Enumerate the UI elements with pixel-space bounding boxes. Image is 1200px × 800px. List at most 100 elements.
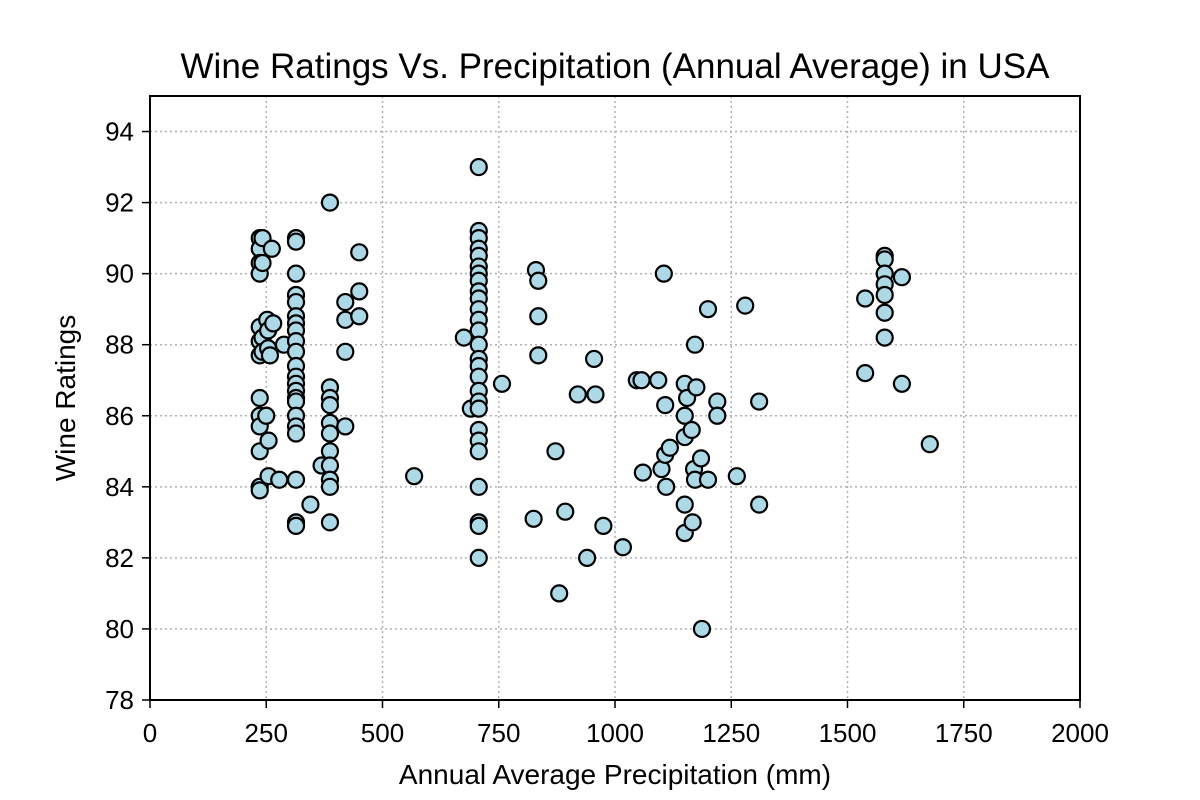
- data-points: [250, 157, 939, 639]
- data-point: [469, 548, 488, 567]
- data-point: [469, 399, 488, 418]
- data-point: [320, 424, 340, 443]
- data-point: [259, 431, 278, 450]
- data-point: [250, 388, 269, 408]
- y-tick-label: 86: [105, 401, 134, 431]
- data-point: [405, 467, 424, 486]
- data-point: [594, 516, 613, 536]
- data-point: [320, 513, 340, 532]
- y-tick-label: 92: [105, 188, 134, 218]
- chart-title: Wine Ratings Vs. Precipitation (Annual A…: [181, 47, 1051, 86]
- data-point: [692, 619, 712, 639]
- x-tick-label: 500: [361, 718, 404, 748]
- x-tick-label: 0: [143, 718, 157, 748]
- data-point: [336, 417, 355, 436]
- data-point: [264, 314, 283, 333]
- data-point: [454, 328, 473, 347]
- y-tick-label: 82: [105, 543, 134, 573]
- data-point: [286, 516, 306, 536]
- x-axis-ticks: 0 250 500 750 1000 1250 1500 1750 2000: [143, 700, 1109, 748]
- data-point: [856, 289, 875, 308]
- data-point: [708, 406, 727, 425]
- data-point: [736, 296, 755, 315]
- data-point: [920, 435, 939, 454]
- y-tick-label: 80: [105, 614, 134, 644]
- data-point: [691, 449, 711, 468]
- data-point: [613, 538, 633, 557]
- x-tick-label: 1250: [702, 718, 760, 748]
- data-point: [320, 193, 340, 212]
- data-point: [301, 495, 320, 514]
- data-point: [529, 307, 548, 326]
- data-point: [556, 502, 575, 521]
- data-point: [875, 285, 894, 305]
- data-point: [257, 406, 276, 425]
- data-point: [529, 346, 548, 365]
- data-point: [856, 364, 875, 383]
- y-tick-label: 90: [105, 259, 134, 289]
- data-point: [687, 378, 706, 397]
- data-point: [892, 374, 912, 393]
- data-point: [750, 392, 769, 411]
- y-tick-label: 94: [105, 117, 134, 147]
- y-tick-label: 84: [105, 472, 134, 502]
- data-point: [892, 268, 912, 287]
- data-point: [586, 385, 605, 404]
- x-tick-label: 1750: [935, 718, 993, 748]
- data-point: [698, 300, 718, 319]
- y-tick-label: 88: [105, 330, 134, 360]
- data-point: [469, 157, 488, 177]
- x-tick-label: 250: [245, 718, 288, 748]
- data-point: [660, 438, 679, 457]
- data-point: [350, 307, 369, 326]
- data-point: [286, 470, 306, 489]
- data-point: [577, 548, 597, 567]
- x-tick-label: 2000: [1051, 718, 1109, 748]
- data-point: [656, 396, 675, 415]
- data-point: [350, 282, 369, 301]
- data-point: [524, 509, 543, 528]
- data-point: [632, 371, 651, 390]
- data-point: [286, 232, 306, 251]
- x-tick-label: 750: [477, 718, 520, 748]
- data-point: [685, 335, 705, 354]
- data-point: [286, 264, 306, 283]
- data-point: [262, 239, 281, 258]
- data-point: [675, 495, 694, 514]
- data-point: [469, 516, 488, 536]
- y-axis-label: Wine Ratings: [50, 315, 81, 482]
- data-point: [683, 513, 702, 532]
- data-point: [584, 349, 604, 369]
- data-point: [657, 477, 676, 496]
- x-tick-label: 1000: [586, 718, 644, 748]
- data-point: [727, 467, 746, 486]
- data-point: [698, 470, 718, 489]
- data-point: [320, 477, 340, 496]
- data-point: [682, 420, 701, 440]
- y-tick-label: 78: [105, 685, 134, 715]
- data-point: [675, 406, 694, 425]
- data-point: [649, 371, 668, 390]
- data-point: [875, 328, 894, 347]
- data-point: [253, 253, 272, 273]
- data-point: [469, 477, 488, 496]
- data-point: [250, 481, 269, 500]
- data-point: [320, 396, 340, 415]
- y-axis-ticks: 78 80 82 84 86 88 90 92 94: [105, 117, 150, 715]
- data-point: [469, 442, 488, 461]
- data-point: [350, 243, 369, 262]
- data-point: [546, 442, 565, 461]
- data-point: [633, 463, 653, 482]
- data-point: [336, 292, 355, 312]
- x-tick-label: 1500: [819, 718, 877, 748]
- data-point: [492, 374, 512, 393]
- data-point: [529, 271, 548, 290]
- data-point: [260, 346, 280, 365]
- data-point: [336, 342, 355, 361]
- data-point: [875, 303, 894, 322]
- data-point: [270, 470, 289, 489]
- data-point: [286, 424, 306, 443]
- data-point: [550, 584, 569, 603]
- x-axis-label: Annual Average Precipitation (mm): [399, 759, 831, 790]
